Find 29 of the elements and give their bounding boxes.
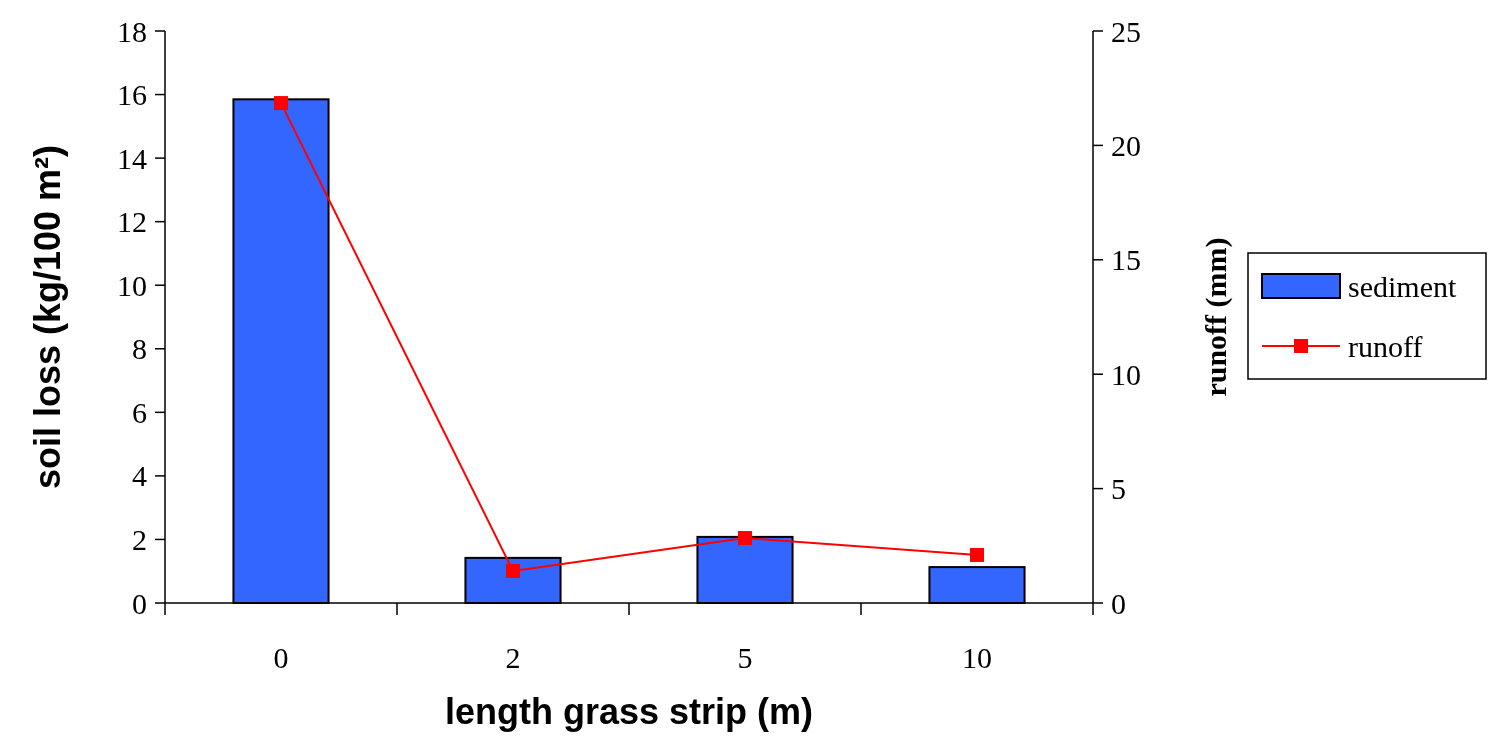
y-tick-label: 2 — [132, 522, 147, 556]
y-tick-label: 10 — [117, 268, 147, 302]
x-axis-title: length grass strip (m) — [444, 691, 814, 732]
y2-tick-label: 15 — [1111, 243, 1141, 277]
y-tick-label: 0 — [132, 586, 147, 620]
y-tick-label: 6 — [132, 395, 147, 429]
legend-label: runoff — [1348, 329, 1423, 363]
y-tick-label: 14 — [117, 141, 147, 175]
point — [506, 563, 520, 578]
y2-tick-label: 25 — [1111, 14, 1141, 48]
legend-label: sediment — [1348, 269, 1457, 303]
y-tick-label: 8 — [132, 332, 147, 366]
y-tick-label: 16 — [117, 78, 147, 112]
y-tick-label: 18 — [117, 14, 147, 48]
y-axis-title: soil loss (kg/100 m²) — [27, 144, 68, 490]
x-tick-label: 5 — [737, 641, 753, 674]
y2-axis-title: runoff (mm) — [1199, 237, 1233, 397]
x-tick-label: 0 — [273, 641, 289, 674]
y-tick-label: 4 — [132, 459, 147, 493]
y2-tick-label: 0 — [1111, 586, 1126, 620]
y2-tick-label: 10 — [1111, 357, 1141, 391]
y2-tick-label: 5 — [1111, 472, 1126, 506]
y2-tick-label: 20 — [1111, 128, 1141, 162]
point — [274, 96, 288, 111]
x-tick-label: 2 — [505, 641, 521, 674]
point — [970, 547, 984, 562]
point — [738, 531, 752, 546]
x-tick-label: 10 — [962, 641, 992, 674]
y-tick-label: 12 — [117, 205, 147, 239]
